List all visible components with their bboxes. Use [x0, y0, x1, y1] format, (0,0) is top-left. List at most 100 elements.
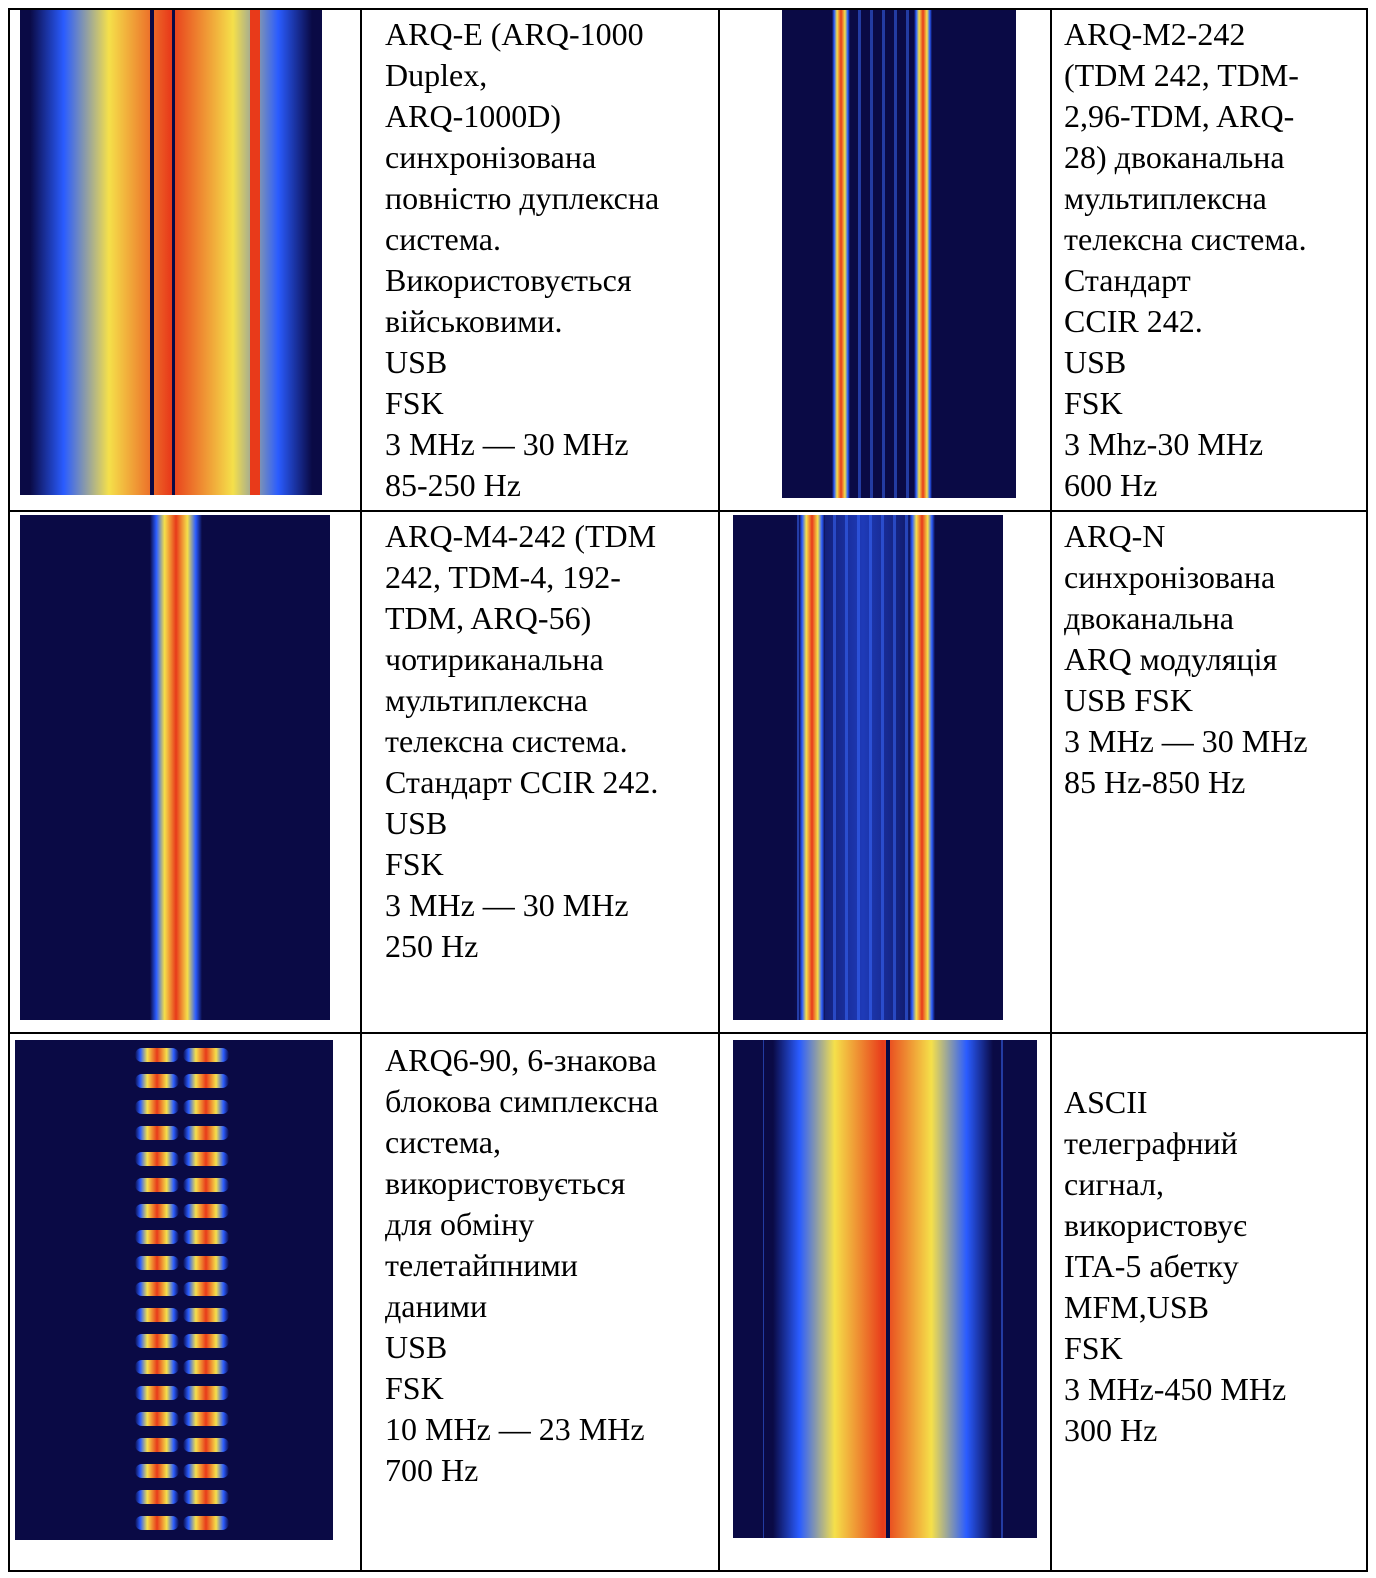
blob — [183, 1412, 229, 1426]
blob — [183, 1490, 229, 1504]
blob — [183, 1178, 229, 1192]
text-line: мультиплексна — [1064, 178, 1307, 219]
blob — [183, 1464, 229, 1478]
blob — [135, 1100, 179, 1114]
page: ARQ-E (ARQ-1000Duplex,ARQ-1000D)синхроні… — [0, 0, 1376, 1578]
text-line: телеграфний — [1064, 1123, 1286, 1164]
text-line: Duplex, — [385, 55, 659, 96]
blob — [183, 1360, 229, 1374]
text-line: синхронізована — [385, 137, 659, 178]
text-line: для обміну — [385, 1204, 658, 1245]
text-line: 250 Hz — [385, 926, 658, 967]
text-line: USB — [385, 1327, 658, 1368]
blob — [135, 1152, 179, 1166]
text-line: ITA-5 абетку — [1064, 1246, 1286, 1287]
text-line: Стандарт CCIR 242. — [385, 762, 658, 803]
blob — [135, 1256, 179, 1270]
text-line: FSK — [1064, 1328, 1286, 1369]
table-border — [1366, 8, 1368, 1572]
blob — [183, 1386, 229, 1400]
blob — [183, 1100, 229, 1114]
table-border — [8, 8, 1368, 10]
blob — [183, 1256, 229, 1270]
blob — [135, 1230, 179, 1244]
text-line: FSK — [385, 844, 658, 885]
text-line: Використовується — [385, 260, 659, 301]
text-line: блокова симплексна — [385, 1081, 658, 1122]
blob — [135, 1204, 179, 1218]
spectrogram — [733, 515, 1003, 1020]
text-line: 2,96-TDM, ARQ- — [1064, 96, 1307, 137]
blob — [135, 1178, 179, 1192]
text-line: сигнал, — [1064, 1164, 1286, 1205]
text-line: USB FSK — [1064, 680, 1308, 721]
text-line: USB — [1064, 342, 1307, 383]
text-line: система. — [385, 219, 659, 260]
text-line: ARQ6-90, 6-знакова — [385, 1040, 658, 1081]
blob — [183, 1516, 229, 1530]
text-line: 600 Hz — [1064, 465, 1307, 506]
blob — [183, 1152, 229, 1166]
text-line: телексна система. — [1064, 219, 1307, 260]
text-line: двоканальна — [1064, 598, 1308, 639]
text-line: (TDM 242, TDM- — [1064, 55, 1307, 96]
text-line: військовими. — [385, 301, 659, 342]
blob — [135, 1048, 179, 1062]
blob — [135, 1516, 179, 1530]
text-line: FSK — [385, 1368, 658, 1409]
text-line: 700 Hz — [385, 1450, 658, 1491]
blob — [135, 1490, 179, 1504]
text-line: ARQ-E (ARQ-1000 — [385, 14, 659, 55]
text-line: FSK — [385, 383, 659, 424]
blob — [135, 1438, 179, 1452]
blob — [183, 1334, 229, 1348]
text-line: FSK — [1064, 383, 1307, 424]
text-line: використовує — [1064, 1205, 1286, 1246]
blob — [183, 1074, 229, 1088]
text-line: 242, TDM-4, 192- — [385, 557, 658, 598]
blob — [183, 1126, 229, 1140]
text-line: повністю дуплексна — [385, 178, 659, 219]
text-line: даними — [385, 1286, 658, 1327]
blob — [135, 1334, 179, 1348]
blob — [135, 1126, 179, 1140]
text-line: ARQ-1000D) — [385, 96, 659, 137]
blob — [135, 1074, 179, 1088]
text-line: 28) двоканальна — [1064, 137, 1307, 178]
blob — [183, 1048, 229, 1062]
text-line: телексна система. — [385, 721, 658, 762]
cell-text: ARQ-M2-242(TDM 242, TDM-2,96-TDM, ARQ-28… — [1064, 14, 1307, 506]
text-line: 3 Mhz-30 MHz — [1064, 424, 1307, 465]
text-line: телетайпними — [385, 1245, 658, 1286]
blob — [183, 1438, 229, 1452]
text-line: ARQ-N — [1064, 516, 1308, 557]
text-line: TDM, ARQ-56) — [385, 598, 658, 639]
text-line: 3 MHz — 30 MHz — [1064, 721, 1308, 762]
text-line: 300 Hz — [1064, 1410, 1286, 1451]
blob — [135, 1308, 179, 1322]
text-line: мультиплексна — [385, 680, 658, 721]
text-line: ASCII — [1064, 1082, 1286, 1123]
text-line: USB — [385, 342, 659, 383]
text-line: 85-250 Hz — [385, 465, 659, 506]
table-border — [718, 8, 720, 1572]
text-line: ARQ-M4-242 (TDM — [385, 516, 658, 557]
blob — [183, 1230, 229, 1244]
table-border — [8, 1032, 1368, 1034]
table-border — [8, 1570, 1368, 1572]
text-line: чотириканальна — [385, 639, 658, 680]
spectrogram — [782, 10, 1016, 498]
table-border — [1050, 8, 1052, 1572]
text-line: 85 Hz-850 Hz — [1064, 762, 1308, 803]
text-line: 10 MHz — 23 MHz — [385, 1409, 658, 1450]
text-line: 3 MHz-450 MHz — [1064, 1369, 1286, 1410]
blob — [183, 1204, 229, 1218]
spectrogram — [15, 1040, 333, 1540]
text-line: Стандарт — [1064, 260, 1307, 301]
spectrogram — [20, 515, 330, 1020]
text-line: CCIR 242. — [1064, 301, 1307, 342]
table-border — [8, 510, 1368, 512]
blob — [135, 1386, 179, 1400]
